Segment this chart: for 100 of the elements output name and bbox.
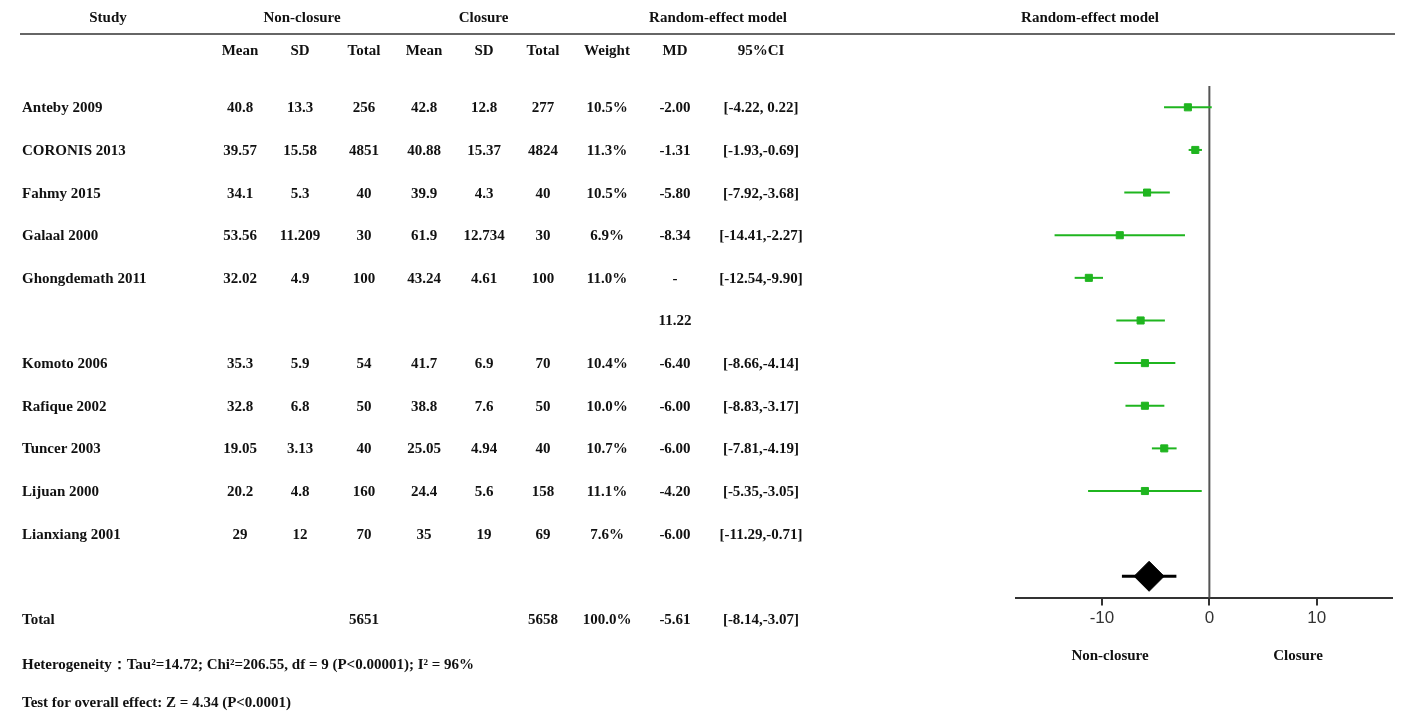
- text: 19: [476, 525, 492, 542]
- text: 32.8: [226, 397, 254, 414]
- text: 4.94: [470, 439, 498, 456]
- text: 40: [356, 439, 372, 456]
- text: 11.209: [279, 226, 321, 243]
- text: 39.57: [223, 141, 257, 158]
- text: 30: [356, 226, 372, 243]
- text: 11.22: [658, 311, 692, 328]
- text: -4.20: [659, 482, 691, 499]
- category-label: Mean: [221, 41, 259, 59]
- point: [1136, 316, 1145, 325]
- point: [1140, 359, 1149, 368]
- x-tick-label: 0: [1204, 608, 1215, 628]
- chart-title: Random-effect model: [1021, 8, 1159, 26]
- text: 40.8: [226, 98, 254, 115]
- category-label: Mean: [405, 41, 443, 59]
- text: 41.7: [410, 354, 438, 371]
- text: [-8.66,-4.14]: [722, 354, 800, 371]
- text: 277: [531, 98, 555, 115]
- text: 19.05: [223, 439, 257, 456]
- text: Test for overall effect: Z = 4.34 (P<0.0001): [22, 693, 292, 711]
- text: 70: [356, 525, 372, 542]
- category-label: Komoto 2006: [22, 354, 108, 371]
- category-label: Weight: [584, 41, 630, 59]
- point: [1115, 231, 1124, 240]
- text: 6.9%: [590, 226, 624, 243]
- text: 34.1: [226, 184, 254, 201]
- text: [-11.29,-0.71]: [719, 525, 803, 542]
- text: 70: [535, 354, 551, 371]
- text: 10.7%: [586, 439, 628, 456]
- text: 12.734: [463, 226, 505, 243]
- text: 24.4: [410, 482, 438, 499]
- category-label: Total: [526, 41, 560, 59]
- text: 10.5%: [586, 98, 628, 115]
- text: [-8.83,-3.17]: [722, 397, 800, 414]
- text: -2.00: [659, 98, 691, 115]
- text: [-7.81,-4.19]: [722, 439, 800, 456]
- text: 15.58: [283, 141, 317, 158]
- text: 5651: [349, 610, 379, 627]
- text: 10.0%: [586, 397, 628, 414]
- text: [-5.35,-3.05]: [722, 482, 800, 499]
- text: [-8.14,-3.07]: [722, 610, 800, 627]
- category-label: Tuncer 2003: [22, 439, 101, 456]
- text: 40: [535, 184, 551, 201]
- text: Non-closure: [263, 8, 341, 26]
- text: 7.6: [474, 397, 494, 414]
- text: 5658: [528, 610, 558, 627]
- text: 53.56: [223, 226, 257, 243]
- text: 32.02: [223, 269, 257, 286]
- text: 11.1%: [586, 482, 628, 499]
- point: [1143, 188, 1152, 197]
- point: [1183, 103, 1192, 112]
- text: -5.80: [659, 184, 691, 201]
- text: Study: [89, 8, 127, 26]
- text: -6.00: [659, 439, 691, 456]
- text: 12.8: [470, 98, 498, 115]
- text: 40: [535, 439, 551, 456]
- text: 25.05: [407, 439, 441, 456]
- text: -6.00: [659, 397, 691, 414]
- text: 29: [232, 525, 248, 542]
- category-label: Rafique 2002: [22, 397, 107, 414]
- text: 5.3: [290, 184, 310, 201]
- text: 40.88: [407, 141, 441, 158]
- text: 4.3: [474, 184, 494, 201]
- category-label: MD: [662, 41, 688, 59]
- text: 38.8: [410, 397, 438, 414]
- text: 20.2: [226, 482, 254, 499]
- text: Random-effect model: [649, 8, 787, 26]
- text: 30: [535, 226, 551, 243]
- text: 158: [531, 482, 555, 499]
- text: Closure: [458, 8, 509, 26]
- text: 35.3: [226, 354, 254, 371]
- text: -5.61: [659, 610, 691, 627]
- category-label: Anteby 2009: [22, 98, 103, 115]
- text: [-12.54,-9.90]: [719, 269, 803, 286]
- category-label: Lianxiang 2001: [22, 525, 121, 542]
- point: [1191, 145, 1200, 154]
- text: 35: [416, 525, 432, 542]
- text: 100: [531, 269, 555, 286]
- text: 256: [352, 98, 376, 115]
- category-label: Total: [22, 610, 55, 627]
- text: 10.4%: [586, 354, 628, 371]
- point: [1160, 444, 1169, 453]
- category-label: SD: [474, 41, 494, 59]
- text: 61.9: [410, 226, 438, 243]
- x-tick-label: 10: [1307, 608, 1327, 628]
- category-label: SD: [290, 41, 310, 59]
- text: Closure: [1273, 646, 1324, 663]
- text: 12: [292, 525, 308, 542]
- text: 100: [352, 269, 376, 286]
- category-label: Fahmy 2015: [22, 184, 101, 201]
- point: [1140, 486, 1149, 496]
- text: 11.0%: [586, 269, 628, 286]
- text: 100.0%: [582, 610, 632, 627]
- text: Non-closure: [1071, 646, 1149, 663]
- category-label: 95%CI: [737, 41, 785, 59]
- text: [-4.22, 0.22]: [723, 98, 799, 115]
- text: [-7.92,-3.68]: [722, 184, 800, 201]
- text: 10.5%: [586, 184, 628, 201]
- text: -1.31: [659, 141, 691, 158]
